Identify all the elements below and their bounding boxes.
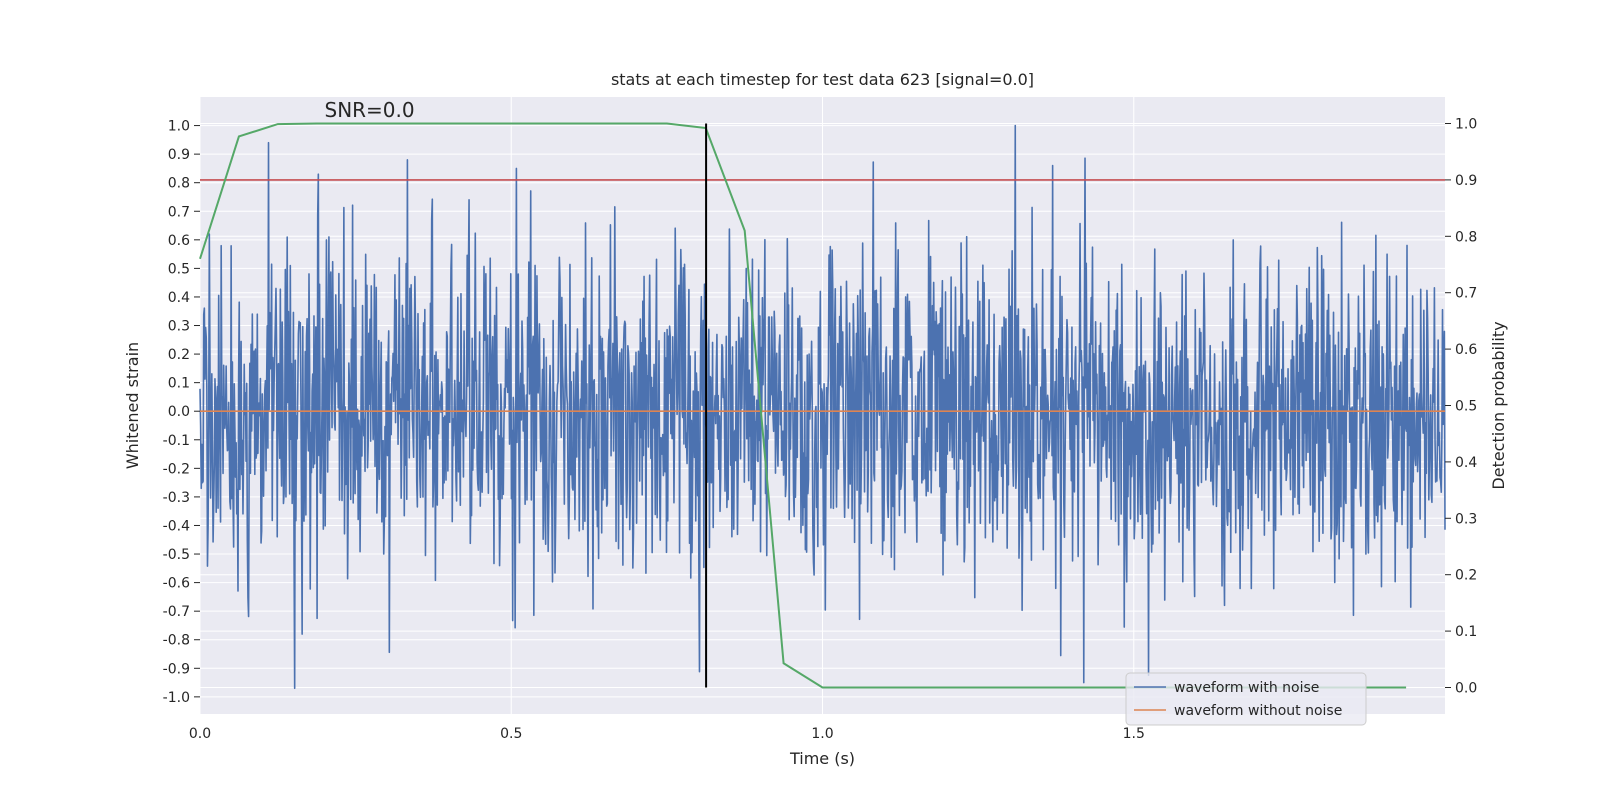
- y-right-tick-label: 0.0: [1455, 680, 1477, 696]
- legend: waveform with noise waveform without noi…: [1125, 672, 1367, 726]
- y-left-tick-label: 0.8: [168, 176, 190, 192]
- legend-label-waveform-with-noise: waveform with noise: [1174, 680, 1319, 696]
- axes: 1.0 0.9 0.8 0.7 0.6 0.5 0.4 0.3 0.2 0.1 0.0 -0.1 -0.…: [163, 117, 1478, 742]
- y-left-tick-label: 0.7: [168, 204, 190, 220]
- y-right-tick-label: 0.6: [1455, 342, 1477, 358]
- y-left-tick-label: 0.6: [168, 233, 190, 249]
- y-left-tick-label: 0.1: [168, 376, 190, 392]
- y-axis-right-label: Detection probability: [1489, 321, 1508, 489]
- y-left-tick-label: -0.6: [163, 576, 190, 592]
- y-left-tick-label: 0.3: [168, 319, 190, 335]
- y-left-tick-label: -0.4: [163, 518, 190, 534]
- x-tick-label: 0.5: [500, 726, 522, 742]
- y-right-tick-label: 0.1: [1455, 624, 1477, 640]
- y-left-tick-label: -0.8: [163, 633, 190, 649]
- x-tick-label: 1.5: [1123, 726, 1145, 742]
- y-left-tick-label: 0.0: [168, 404, 190, 420]
- y-left-tick-label: 0.4: [168, 290, 190, 306]
- y-left-tick-label: -0.7: [163, 604, 190, 620]
- y-right-tick-label: 0.8: [1455, 229, 1477, 245]
- y-left-tick-label: -1.0: [163, 690, 190, 706]
- y-left-tick-label: 0.5: [168, 261, 190, 277]
- y-axis-left-label: Whitened strain: [123, 342, 142, 469]
- series-waveform-with-noise: [199, 124, 1446, 690]
- y-left-tick-label: 0.2: [168, 347, 190, 363]
- chart-title: stats at each timestep for test data 623…: [611, 70, 1034, 89]
- x-tick-label: 0.0: [189, 726, 211, 742]
- y-right-tick-label: 0.2: [1455, 568, 1477, 584]
- y-left-tick-label: -0.9: [163, 661, 190, 677]
- y-right-tick-label: 0.9: [1455, 173, 1477, 189]
- y-right-tick-label: 0.7: [1455, 286, 1477, 302]
- y-left-tick-label: -0.5: [163, 547, 190, 563]
- y-right-tick-label: 1.0: [1455, 117, 1477, 133]
- y-right-tick-label: 0.3: [1455, 511, 1477, 527]
- x-tick-label: 1.0: [811, 726, 833, 742]
- y-right-tick-label: 0.5: [1455, 399, 1477, 415]
- y-left-tick-label: 0.9: [168, 147, 190, 163]
- snr-annotation: SNR=0.0: [325, 98, 415, 122]
- y-left-tick-label: -0.2: [163, 461, 190, 477]
- y-left-tick-label: 1.0: [168, 119, 190, 135]
- legend-box: [1125, 672, 1367, 726]
- y-left-tick-label: -0.3: [163, 490, 190, 506]
- x-axis-label: Time (s): [789, 749, 855, 768]
- y-right-tick-label: 0.4: [1455, 455, 1477, 471]
- y-left-tick-label: -0.1: [163, 433, 190, 449]
- legend-label-waveform-without-noise: waveform without noise: [1174, 703, 1342, 719]
